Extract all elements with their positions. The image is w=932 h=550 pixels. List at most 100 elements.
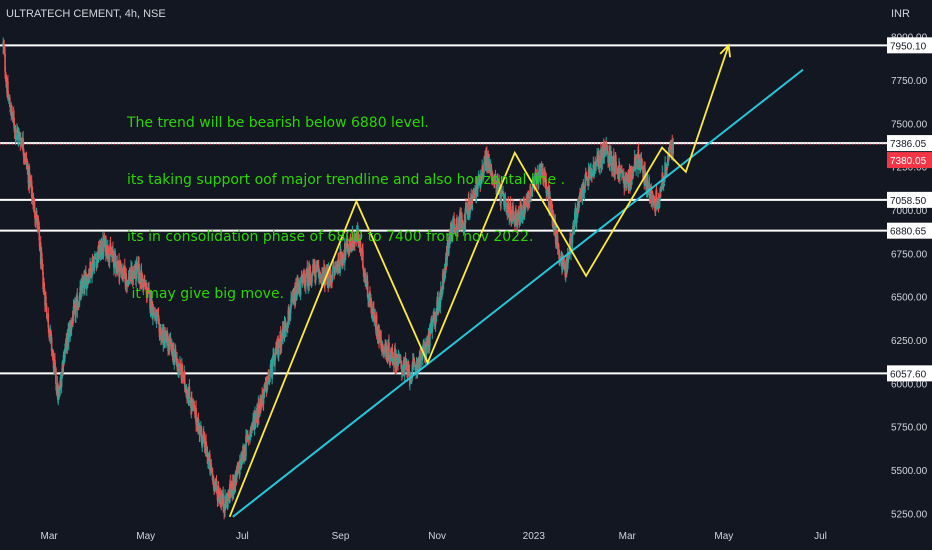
candle-body (631, 167, 633, 185)
candle-body (94, 255, 96, 258)
candle-body (553, 217, 555, 229)
candle-body (507, 202, 509, 211)
last-price-label: 7380.05 (890, 156, 927, 167)
candle-body (135, 263, 138, 281)
candle-body (505, 206, 508, 208)
candle-body (80, 285, 82, 299)
candle-body (84, 276, 86, 289)
candle-body (660, 185, 663, 192)
candle-body (508, 209, 511, 217)
candle-body (81, 280, 83, 289)
candle-body (479, 177, 482, 187)
candle-body (199, 433, 201, 438)
candle-body (627, 175, 630, 188)
annotation-line: its in consolidation phase of 6800 to 74… (127, 229, 534, 245)
drawings-layer (228, 43, 804, 518)
level-labels-layer: 7950.10 7386.05 7380.05 7058.50 6880.65 6057.… (887, 37, 932, 382)
candle-body (152, 306, 155, 314)
level-price-label-box (887, 365, 932, 382)
candle-body (359, 241, 362, 251)
candle-body (75, 305, 77, 316)
level-price-label-box (887, 191, 932, 208)
candle-body (284, 320, 287, 331)
candle-body (339, 251, 341, 273)
annotation-line: it may give big move. (127, 286, 285, 302)
candle-body (584, 174, 587, 187)
candle-body (593, 166, 596, 176)
candle-body (341, 254, 344, 263)
candle-body (357, 233, 360, 240)
candle-body (188, 386, 191, 399)
candle-body (47, 327, 50, 331)
candle-body (630, 166, 632, 182)
time-tick-label: Mar (40, 531, 58, 542)
candle-body (519, 205, 521, 224)
candle-body (573, 225, 576, 231)
candle-body (450, 222, 453, 235)
candle-body (646, 179, 649, 195)
candle-body (459, 211, 462, 220)
candle-body (146, 293, 149, 298)
candle-body (183, 371, 186, 387)
candle-body (206, 452, 209, 464)
candle-body (460, 213, 463, 226)
candle-body (635, 159, 637, 169)
candle-body (66, 334, 69, 351)
candle-body (542, 168, 544, 180)
candle-body (78, 292, 81, 302)
candle-body (666, 162, 669, 168)
candle-body (453, 218, 455, 228)
candle-body (465, 205, 467, 207)
candle-body (141, 274, 144, 281)
candle-body (546, 188, 549, 195)
candle-body (534, 173, 536, 189)
symbol-title[interactable]: ULTRATECH CEMENT, 4h, NSE (6, 8, 166, 20)
candle-body (38, 226, 41, 241)
price-tick-label: 6250.00 (891, 336, 928, 347)
candle-body (247, 433, 249, 436)
candle-body (571, 234, 574, 244)
candle-body (305, 273, 307, 287)
candle-body (599, 161, 601, 168)
candle-body (442, 271, 444, 282)
candle-body (542, 182, 545, 184)
candle-body (509, 202, 512, 221)
candle-body (612, 154, 615, 166)
time-axis[interactable]: Mar May Jul Sep Nov 2023 Mar May Jul (40, 531, 826, 542)
price-tick-label: 6500.00 (891, 293, 928, 304)
candle-body (181, 364, 184, 378)
candle-body (499, 190, 502, 199)
candle-body (557, 244, 560, 252)
candle-body (14, 128, 17, 139)
candle-body (559, 260, 561, 264)
candle-body (344, 246, 347, 256)
candle-body (148, 288, 150, 290)
candle-body (112, 249, 114, 256)
candle-body (210, 463, 213, 472)
candle-body (113, 251, 116, 268)
candle-body (366, 281, 369, 298)
candle-body (274, 355, 276, 366)
candle-body (162, 328, 165, 345)
candle-body (271, 360, 274, 375)
candle-body (490, 164, 492, 168)
candle-body (41, 258, 43, 267)
candle-body (615, 161, 617, 167)
candle-body (296, 293, 298, 300)
candle-body (520, 205, 523, 216)
candle-body (637, 149, 640, 162)
price-tick-label: 7000.00 (891, 206, 928, 217)
candle-body (326, 271, 329, 288)
candle-body (243, 453, 245, 458)
candle-body (360, 251, 363, 254)
candle-body (149, 291, 151, 309)
candle-body (603, 145, 606, 159)
candle-body (362, 250, 364, 268)
price-axis[interactable]: 5250.00 5500.00 5750.00 6000.00 6250.00 6500.… (891, 33, 928, 521)
candle-body (346, 239, 349, 250)
candle-body (545, 179, 548, 193)
candle-body (671, 139, 674, 145)
candle-body (574, 212, 576, 227)
time-tick-label: Jul (814, 531, 827, 542)
